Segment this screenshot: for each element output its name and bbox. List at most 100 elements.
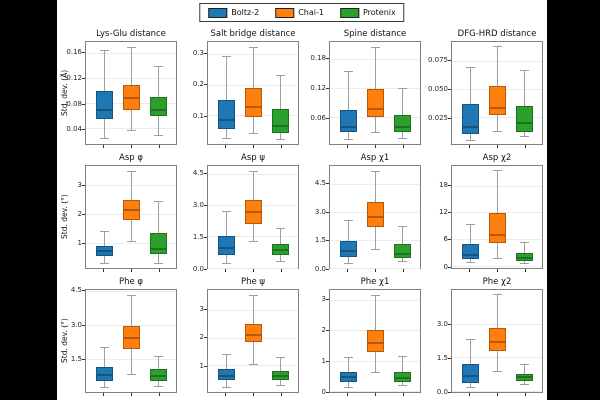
y-tick-mark bbox=[204, 115, 207, 117]
y-tick-label: 1.5 bbox=[192, 232, 204, 241]
x-tick-mark bbox=[402, 269, 404, 272]
subplot-title: Phe χ1 bbox=[360, 277, 390, 287]
whisker-cap bbox=[492, 130, 502, 132]
median-Chai-1 bbox=[244, 333, 262, 336]
x-tick-mark bbox=[375, 145, 376, 148]
x-tick-mark bbox=[131, 145, 132, 148]
whisker-Boltz-2 bbox=[225, 55, 227, 138]
subplot-title: Lys-Glu distance bbox=[96, 29, 166, 39]
y-tick-label: 3.0 bbox=[192, 200, 204, 209]
y-tick-label: 4.5 bbox=[192, 169, 204, 178]
whisker-cap bbox=[99, 50, 109, 52]
y-tick-label: 4.5 bbox=[314, 179, 326, 188]
y-tick-mark bbox=[448, 89, 451, 90]
median-Boltz-2 bbox=[217, 246, 235, 249]
subplot-asp-chi1: Asp χ1 0.0 1.5 3.0 4.5 bbox=[302, 152, 424, 276]
whisker-cap bbox=[370, 249, 380, 251]
whisker-cap bbox=[248, 46, 258, 48]
x-tick-mark bbox=[524, 145, 526, 148]
whisker-cap bbox=[248, 133, 258, 135]
whisker-cap bbox=[126, 373, 136, 375]
x-tick-mark bbox=[158, 145, 160, 148]
box-Chai-1 bbox=[244, 323, 262, 342]
whisker-cap bbox=[248, 294, 258, 296]
box-Chai-1 bbox=[366, 201, 384, 227]
y-tick-label: 1 bbox=[77, 239, 82, 248]
y-tick-mark bbox=[204, 309, 207, 311]
subplot-title: Spine distance bbox=[343, 29, 407, 39]
subplot-phe-psi: Phe ψ 1 2 3 bbox=[180, 276, 302, 400]
y-tick-label: 3 bbox=[199, 305, 204, 314]
subplot-title: Phe ψ bbox=[240, 277, 266, 287]
box-Protenix bbox=[149, 97, 167, 116]
whisker-cap bbox=[492, 370, 502, 372]
gridline bbox=[330, 268, 420, 269]
whisker-cap bbox=[275, 356, 285, 358]
box-Boltz-2 bbox=[461, 244, 479, 259]
y-tick-mark bbox=[326, 330, 329, 332]
y-tick-label: 0.3 bbox=[192, 49, 204, 58]
y-tick-label: 0.075 bbox=[427, 56, 448, 65]
box-Boltz-2 bbox=[95, 367, 113, 381]
legend-label-boltz2: Boltz-2 bbox=[231, 8, 260, 17]
whisker-cap bbox=[370, 46, 380, 48]
box-Protenix bbox=[149, 232, 167, 255]
whisker-cap bbox=[492, 294, 502, 296]
subplot-title: Salt bridge distance bbox=[210, 29, 296, 39]
x-tick-mark bbox=[280, 269, 282, 272]
box-Boltz-2 bbox=[217, 236, 235, 256]
whisker-cap bbox=[153, 262, 163, 264]
box-Boltz-2 bbox=[339, 240, 357, 257]
box-Chai-1 bbox=[366, 329, 384, 352]
x-tick-mark bbox=[225, 145, 227, 148]
whisker-cap bbox=[126, 47, 136, 48]
whisker-cap bbox=[99, 346, 109, 348]
box-Chai-1 bbox=[488, 85, 506, 115]
box-Protenix bbox=[515, 105, 533, 132]
y-tick-label: 0.16 bbox=[66, 48, 82, 57]
y-tick-label: 0.1 bbox=[192, 111, 204, 120]
x-tick-mark bbox=[469, 393, 471, 396]
whisker-cap bbox=[99, 231, 109, 233]
axes bbox=[85, 41, 177, 145]
whisker-cap bbox=[519, 70, 529, 72]
y-tick-label: 3.0 bbox=[314, 207, 326, 216]
whisker-Boltz-2 bbox=[469, 66, 471, 140]
y-tick-mark bbox=[326, 392, 329, 394]
median-Protenix bbox=[149, 375, 167, 378]
axes bbox=[207, 289, 299, 393]
median-Chai-1 bbox=[244, 106, 262, 109]
y-tick-mark bbox=[448, 266, 451, 268]
axes bbox=[451, 289, 543, 393]
y-tick-mark bbox=[448, 323, 451, 325]
x-tick-mark bbox=[497, 145, 498, 148]
box-Chai-1 bbox=[122, 84, 140, 110]
whisker-Protenix bbox=[279, 75, 281, 140]
y-tick-mark bbox=[326, 183, 329, 185]
whisker-cap bbox=[126, 294, 136, 296]
whisker-Protenix bbox=[523, 242, 525, 264]
y-tick-mark bbox=[326, 298, 329, 300]
gridline bbox=[208, 267, 298, 269]
y-tick-mark bbox=[204, 337, 207, 339]
y-tick-mark bbox=[204, 53, 207, 55]
axes bbox=[451, 165, 543, 269]
median-Protenix bbox=[393, 252, 411, 255]
median-Boltz-2 bbox=[95, 108, 113, 111]
x-tick-mark bbox=[375, 393, 376, 396]
y-tick-label: 0.0 bbox=[314, 265, 326, 273]
gridline bbox=[452, 390, 542, 392]
whisker-cap bbox=[99, 262, 109, 264]
axes bbox=[451, 41, 543, 145]
box-Boltz-2 bbox=[461, 103, 479, 134]
subplot-asp-psi: Asp ψ 0.0 1.5 3.0 4.5 bbox=[180, 152, 302, 276]
y-tick-label: 0.08 bbox=[66, 99, 82, 108]
axes bbox=[85, 165, 177, 269]
median-Chai-1 bbox=[488, 234, 506, 237]
whisker-cap bbox=[397, 356, 407, 358]
boxplot-grid: Lys-Glu distance Std. dev. (Å) 0.04 0.08 0.1… bbox=[58, 28, 546, 400]
box-Boltz-2 bbox=[217, 369, 235, 381]
y-tick-label: 1 bbox=[321, 357, 326, 366]
y-tick-label: 4.5 bbox=[70, 286, 82, 295]
x-tick-mark bbox=[375, 269, 376, 272]
